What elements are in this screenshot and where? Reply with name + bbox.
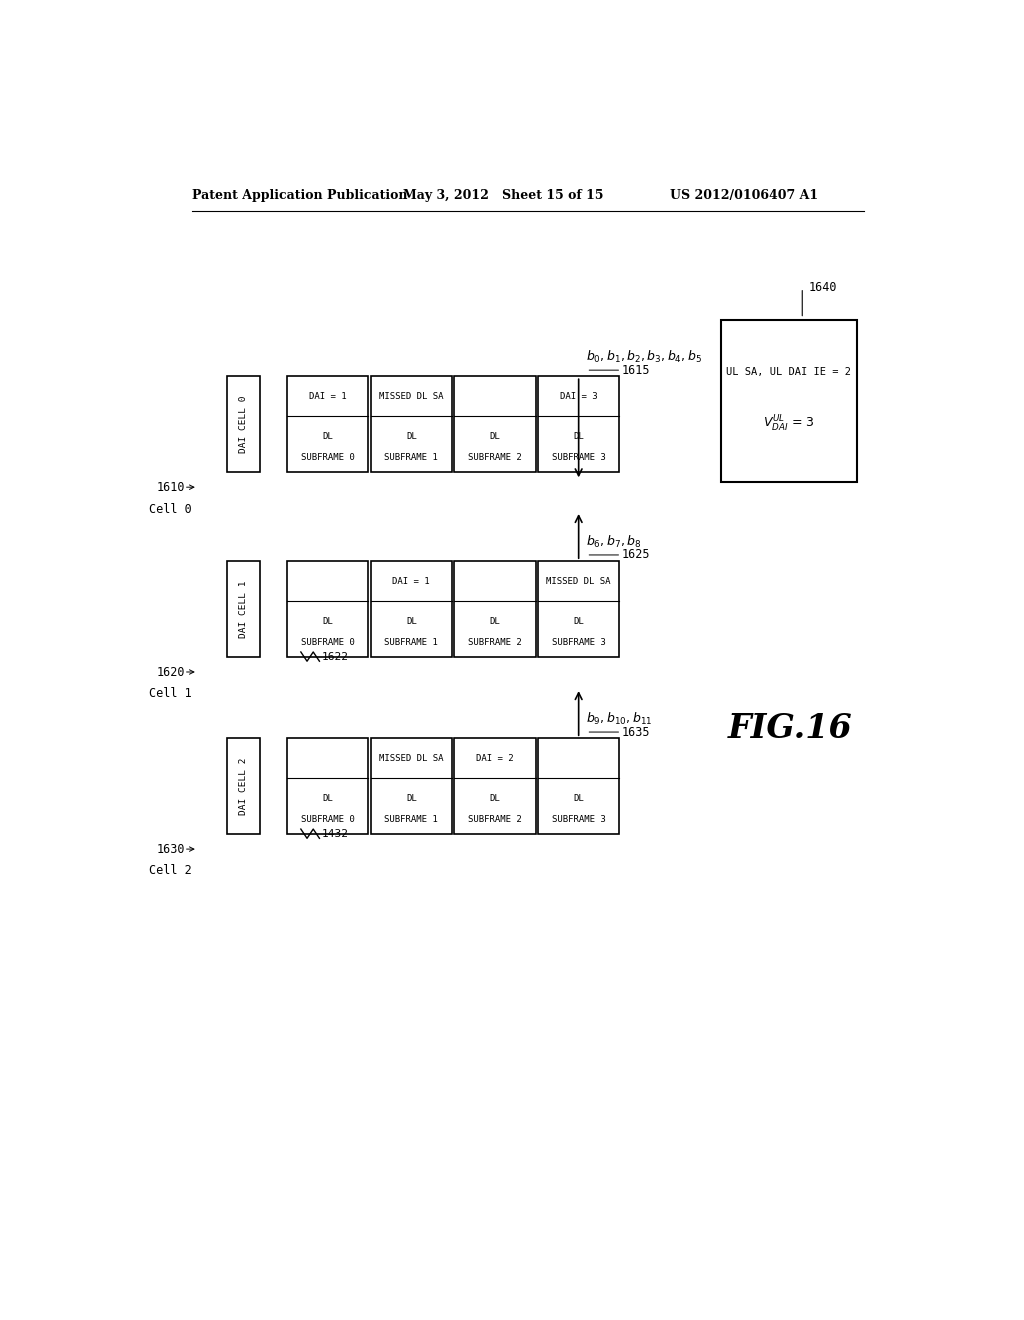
Text: DAI CELL 1: DAI CELL 1 (239, 579, 248, 638)
Bar (455, 376, 536, 471)
Text: DAI CELL 2: DAI CELL 2 (239, 758, 248, 814)
Text: DAI = 1: DAI = 1 (392, 577, 430, 586)
Text: 1432: 1432 (322, 829, 349, 838)
Text: Cell 0: Cell 0 (150, 503, 193, 516)
Bar (287, 561, 369, 656)
Bar (455, 738, 536, 834)
Text: 1615: 1615 (622, 363, 650, 376)
Text: SUBFRAME 3: SUBFRAME 3 (552, 816, 605, 824)
Text: MISSED DL SA: MISSED DL SA (379, 754, 443, 763)
Bar (371, 738, 452, 834)
Bar (721, 321, 856, 482)
Text: FIG.16: FIG.16 (728, 711, 853, 744)
Text: 1640: 1640 (809, 281, 837, 294)
Text: DL: DL (323, 616, 333, 626)
Text: DL: DL (573, 616, 584, 626)
Text: DAI = 1: DAI = 1 (309, 392, 346, 401)
Text: DL: DL (406, 793, 417, 803)
Text: SUBFRAME 3: SUBFRAME 3 (552, 454, 605, 462)
Text: DAI = 2: DAI = 2 (476, 754, 514, 763)
Bar (227, 738, 260, 834)
Text: DL: DL (406, 432, 417, 441)
Text: SUBFRAME 0: SUBFRAME 0 (301, 816, 354, 824)
Text: Cell 1: Cell 1 (150, 688, 193, 701)
Text: UL SA, UL DAI IE = 2: UL SA, UL DAI IE = 2 (726, 367, 851, 376)
Text: SUBFRAME 2: SUBFRAME 2 (468, 454, 522, 462)
Text: $b_{9},b_{10},b_{11}$: $b_{9},b_{10},b_{11}$ (587, 711, 652, 727)
Text: $V^{UL}_{DAI}$ = 3: $V^{UL}_{DAI}$ = 3 (763, 413, 814, 434)
Bar (455, 561, 536, 656)
Text: DL: DL (489, 432, 501, 441)
Text: Cell 2: Cell 2 (150, 865, 193, 878)
Text: SUBFRAME 0: SUBFRAME 0 (301, 639, 354, 647)
Bar (538, 561, 620, 656)
Text: MISSED DL SA: MISSED DL SA (379, 392, 443, 401)
Text: SUBFRAME 0: SUBFRAME 0 (301, 454, 354, 462)
Bar (287, 376, 369, 471)
Text: DL: DL (323, 432, 333, 441)
Bar (538, 738, 620, 834)
Text: DL: DL (489, 616, 501, 626)
Text: Patent Application Publication: Patent Application Publication (191, 189, 408, 202)
Text: DL: DL (406, 616, 417, 626)
Text: DAI CELL 0: DAI CELL 0 (239, 395, 248, 453)
Bar (371, 561, 452, 656)
Text: DL: DL (573, 432, 584, 441)
Text: 1635: 1635 (622, 726, 650, 739)
Text: DL: DL (573, 793, 584, 803)
Text: DL: DL (323, 793, 333, 803)
Text: $b_{0},b_{1},b_{2},b_{3},b_{4},b_{5}$: $b_{0},b_{1},b_{2},b_{3},b_{4},b_{5}$ (587, 348, 702, 366)
Text: SUBFRAME 1: SUBFRAME 1 (384, 639, 438, 647)
Text: 1622: 1622 (322, 652, 349, 661)
Text: SUBFRAME 1: SUBFRAME 1 (384, 816, 438, 824)
Text: US 2012/0106407 A1: US 2012/0106407 A1 (671, 189, 818, 202)
Text: 1610: 1610 (157, 480, 185, 494)
Text: 1630: 1630 (157, 843, 185, 855)
Text: SUBFRAME 2: SUBFRAME 2 (468, 639, 522, 647)
Text: 1625: 1625 (622, 548, 650, 561)
Text: SUBFRAME 2: SUBFRAME 2 (468, 816, 522, 824)
Text: $b_{6},b_{7},b_{8}$: $b_{6},b_{7},b_{8}$ (587, 533, 642, 550)
Text: DL: DL (489, 793, 501, 803)
Bar (287, 738, 369, 834)
Bar (371, 376, 452, 471)
Text: DAI = 3: DAI = 3 (560, 392, 597, 401)
Bar (227, 561, 260, 656)
Text: MISSED DL SA: MISSED DL SA (547, 577, 611, 586)
Bar (227, 376, 260, 471)
Text: 1620: 1620 (157, 665, 185, 678)
Bar (538, 376, 620, 471)
Text: SUBFRAME 3: SUBFRAME 3 (552, 639, 605, 647)
Text: May 3, 2012   Sheet 15 of 15: May 3, 2012 Sheet 15 of 15 (403, 189, 603, 202)
Text: SUBFRAME 1: SUBFRAME 1 (384, 454, 438, 462)
